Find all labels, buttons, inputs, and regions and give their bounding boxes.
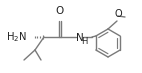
Text: O: O xyxy=(56,6,64,16)
Text: H: H xyxy=(81,38,87,47)
Text: N: N xyxy=(76,33,84,43)
Text: O: O xyxy=(114,9,122,19)
Text: H$_2$N: H$_2$N xyxy=(6,30,27,44)
